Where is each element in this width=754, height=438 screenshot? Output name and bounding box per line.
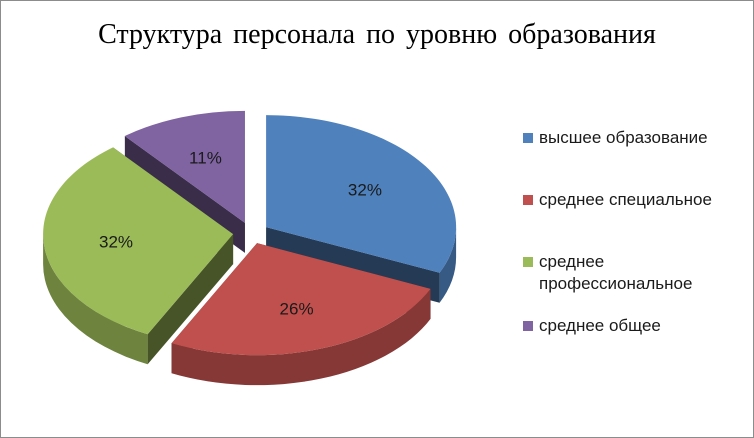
slice-professional-rim: [43, 234, 148, 365]
legend-label-special: среднее специальное: [539, 190, 712, 209]
data-label-special: 26%: [280, 300, 314, 319]
legend-item-professional: среднее профессиональное: [523, 251, 729, 295]
data-label-general: 11%: [189, 148, 222, 167]
chart-title: Структура персонала по уровню образовани…: [98, 19, 656, 50]
legend-swatch-professional: [523, 257, 533, 267]
slice-general-top: [124, 110, 245, 223]
slice-professional: [43, 147, 234, 365]
legend: высшее образование среднее специальное с…: [523, 127, 748, 337]
data-label-professional: 32%: [99, 233, 133, 252]
data-label-higher: 32%: [348, 180, 382, 199]
legend-item-special: среднее специальное: [523, 189, 748, 211]
legend-item-higher: высшее образование: [523, 127, 748, 149]
legend-swatch-general: [523, 321, 533, 331]
legend-label-general: среднее общее: [539, 316, 661, 335]
legend-swatch-special: [523, 195, 533, 205]
slice-special: [171, 243, 431, 386]
legend-swatch-higher: [523, 133, 533, 143]
legend-label-professional: среднее профессиональное: [539, 252, 693, 293]
slice-professional-top: [43, 147, 234, 335]
legend-item-general: среднее общее: [523, 315, 748, 337]
legend-label-higher: высшее образование: [539, 128, 708, 147]
slice-higher-top: [266, 115, 457, 273]
slice-professional-wall: [147, 234, 234, 365]
slice-special-rim: [171, 288, 431, 386]
slice-higher-rim: [439, 227, 457, 303]
slice-special-top: [171, 243, 431, 356]
pie-slices: [43, 110, 457, 386]
